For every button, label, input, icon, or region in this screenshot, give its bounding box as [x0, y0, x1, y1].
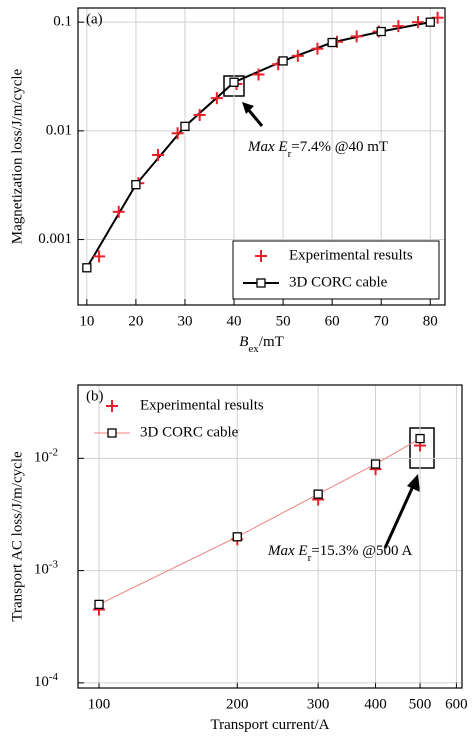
y-tick-label: 0.001 — [38, 231, 72, 247]
legend-box — [232, 240, 440, 300]
marker-plus — [412, 16, 425, 29]
tick-base: 10 — [34, 674, 49, 690]
y-tick-label: 0.01 — [46, 122, 72, 138]
legend-label: 3D CORC cable — [289, 274, 388, 290]
marker-plus — [311, 42, 324, 55]
x-tick-label: 400 — [364, 696, 387, 712]
marker-square — [232, 532, 242, 542]
marker-square — [82, 263, 92, 273]
marker-plus — [252, 68, 265, 81]
tick-base: 10 — [34, 450, 49, 466]
tick-exponent: -2 — [49, 446, 58, 458]
x-axis-label: Transport current/A — [210, 717, 329, 733]
marker-square — [425, 17, 435, 27]
text-part: Max E — [267, 543, 308, 559]
y-axis-label: Magnetization loss/J/m/cycle — [9, 68, 25, 244]
marker-plus — [350, 30, 363, 43]
text-part: Max E — [247, 139, 288, 155]
x-tick-label: 50 — [276, 313, 291, 329]
arrow-head — [407, 474, 420, 492]
text-part: =7.4% @40 mT — [291, 139, 388, 155]
text-part: /mT — [259, 334, 284, 350]
x-tick-label: 40 — [227, 313, 242, 329]
tick-exponent: -4 — [49, 670, 59, 682]
marker-plus — [93, 250, 106, 263]
annotation: Max Er=7.4% @40 mT — [247, 139, 388, 159]
plot-frame — [77, 7, 446, 306]
x-tick-label: 80 — [423, 313, 438, 329]
marker-square — [327, 37, 337, 48]
marker-square — [415, 433, 425, 444]
y-axis-label: Transport AC loss/J/m/cycle — [9, 451, 25, 622]
marker-plus — [106, 400, 118, 412]
text-part: =15.3% @500 A — [311, 543, 412, 559]
text-part: r — [288, 148, 292, 160]
marker-plus — [291, 49, 304, 62]
x-tick-label: 30 — [177, 313, 192, 329]
y-tick-label: 10-4 — [34, 670, 59, 690]
x-tick-label: 10 — [79, 313, 94, 329]
marker-plus — [255, 250, 267, 262]
y-tick-label: 10-3 — [34, 558, 59, 578]
arrow — [383, 483, 416, 549]
text-part: ex — [248, 343, 259, 355]
y-tick-label: 0.1 — [53, 14, 72, 30]
tick-exponent: -3 — [49, 558, 59, 570]
marker-plus — [210, 92, 223, 105]
x-tick-label: 600 — [445, 696, 468, 712]
marker-plus — [112, 205, 125, 218]
marker-square — [229, 77, 239, 87]
marker-plus — [392, 20, 405, 33]
highlight-box — [409, 427, 435, 469]
arrow — [245, 107, 264, 127]
x-tick-label: 70 — [374, 313, 389, 329]
marker-square — [376, 26, 386, 37]
marker-square — [107, 428, 117, 438]
marker-square — [313, 489, 323, 499]
panel-label: (b) — [86, 388, 104, 404]
x-tick-label: 20 — [128, 313, 143, 329]
text-part: Transport current/A — [210, 717, 329, 733]
marker-plus — [171, 127, 184, 140]
marker-square — [370, 459, 381, 469]
tick-base: 10 — [34, 562, 49, 578]
x-tick-label: 200 — [226, 696, 249, 712]
marker-plus — [193, 108, 206, 121]
x-tick-label: 300 — [307, 696, 330, 712]
plot-frame — [77, 384, 463, 689]
legend-label: 3D CORC cable — [140, 424, 239, 440]
x-axis-label: Bex/mT — [239, 334, 284, 354]
x-tick-label: 60 — [325, 313, 340, 329]
marker-plus — [151, 148, 164, 161]
marker-square — [256, 278, 266, 288]
text-part: r — [308, 552, 312, 564]
y-tick-label: 10-2 — [34, 446, 58, 466]
arrow-head — [242, 102, 254, 114]
x-tick-label: 100 — [88, 696, 111, 712]
marker-square — [278, 56, 288, 66]
panel-label: (a) — [86, 11, 103, 27]
marker-square — [131, 180, 141, 190]
legend-label: Experimental results — [140, 397, 264, 413]
marker-square — [94, 599, 104, 610]
marker-square — [180, 121, 190, 132]
x-tick-label: 500 — [409, 696, 432, 712]
text-part: B — [239, 334, 248, 350]
annotation: Max Er=15.3% @500 A — [267, 543, 412, 563]
legend-label: Experimental results — [289, 247, 413, 263]
